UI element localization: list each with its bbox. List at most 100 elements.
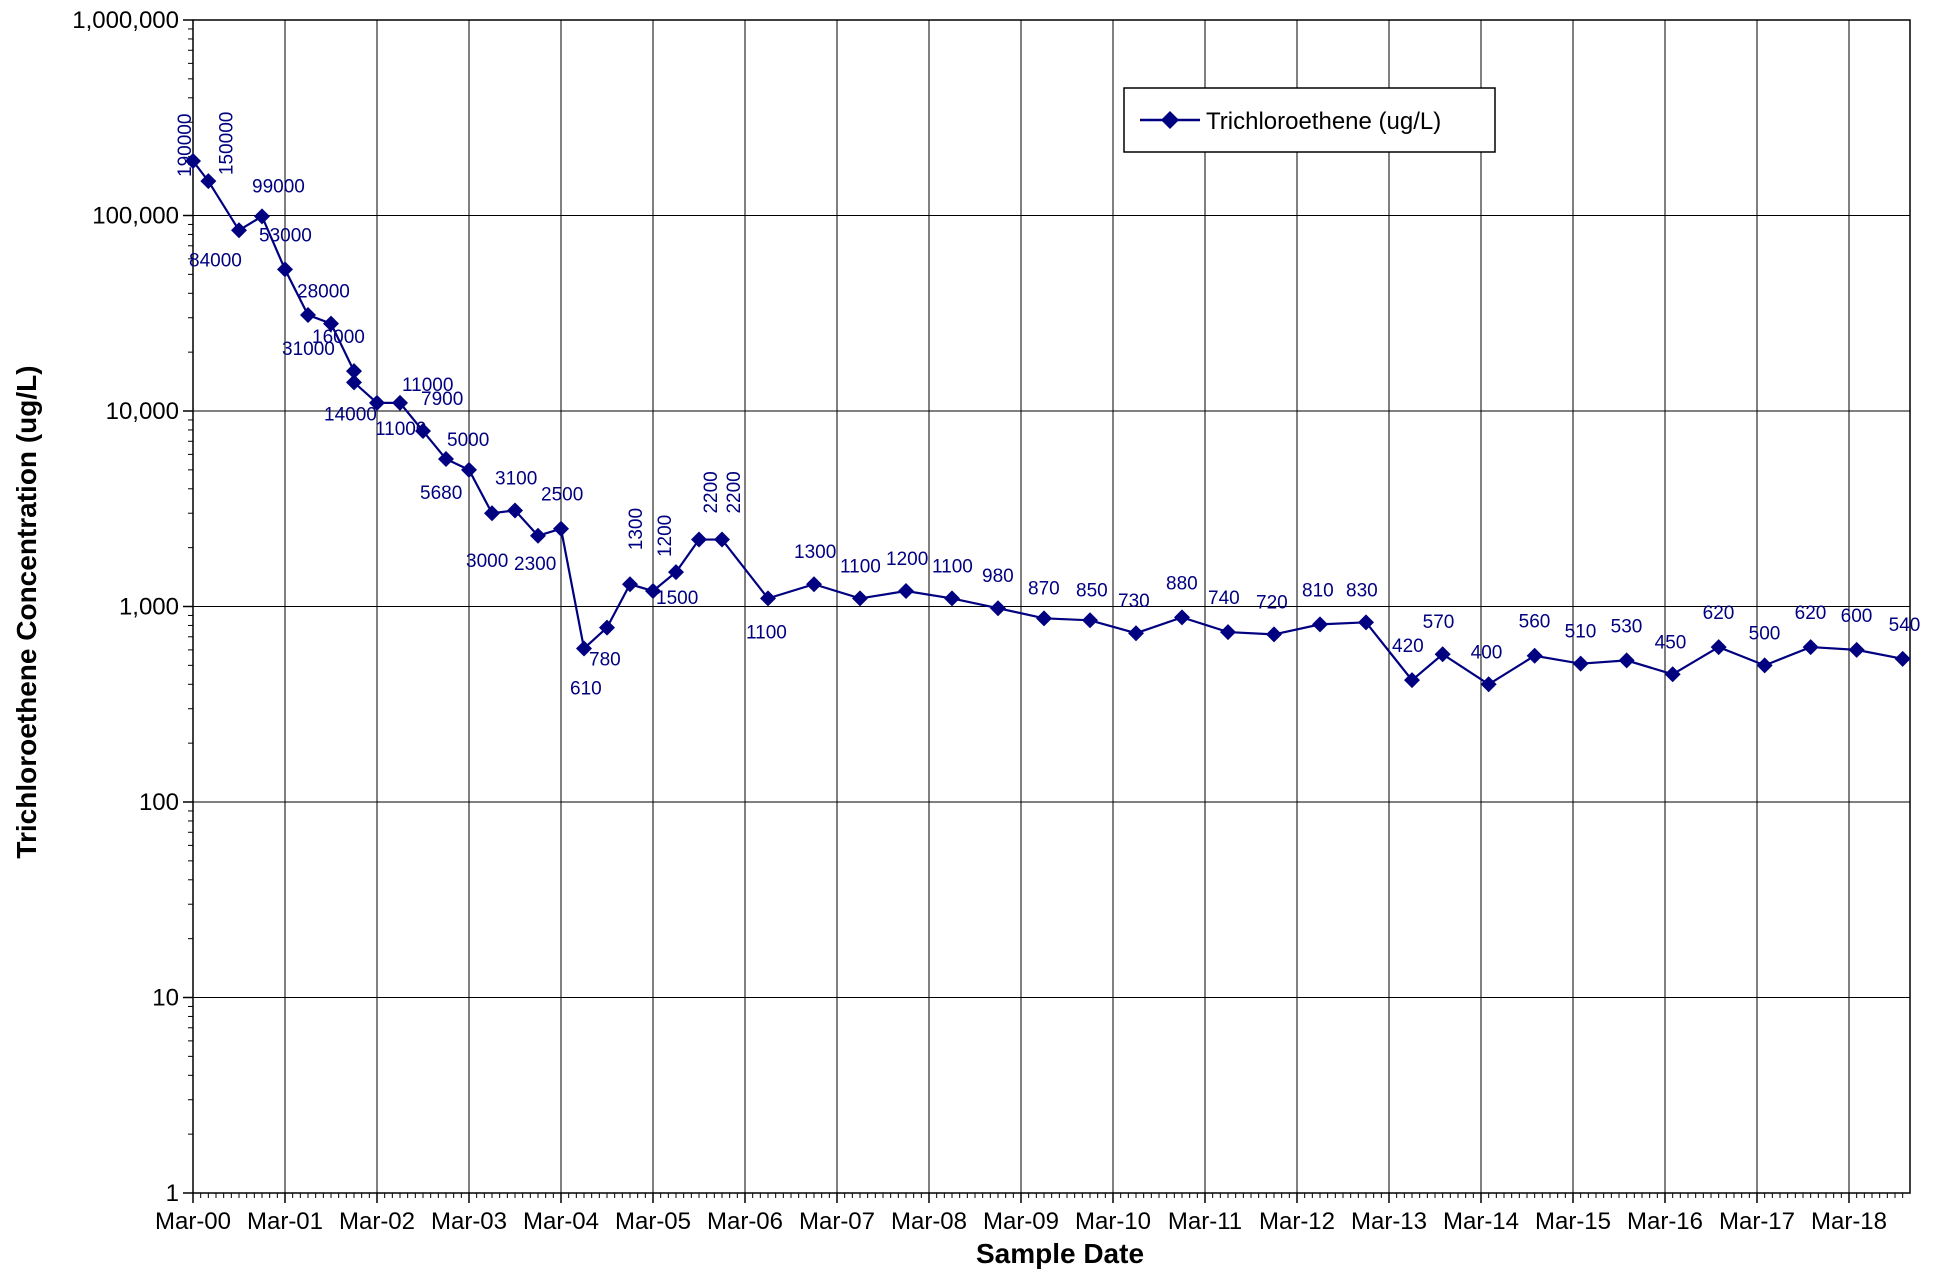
data-label: 1300 (794, 542, 836, 563)
x-tick-label: Mar-05 (615, 1208, 691, 1235)
data-point-marker (898, 583, 914, 600)
data-point-marker (576, 640, 592, 657)
data-label: 3000 (466, 551, 508, 572)
data-point-marker (1572, 655, 1589, 672)
data-point-marker (1618, 652, 1635, 669)
data-point-marker (760, 590, 776, 607)
data-point-marker (1894, 650, 1911, 667)
data-label: 84000 (189, 250, 242, 271)
data-labels: 190000 150000 84000 99000 53000 31000 28000 160… (175, 112, 1920, 700)
data-point-marker (1802, 639, 1819, 656)
y-tick-label: 100 (139, 789, 179, 816)
data-point-marker (185, 153, 201, 170)
data-label: 2200 (701, 471, 722, 513)
data-point-marker (507, 502, 523, 519)
data-label: 14000 (324, 404, 377, 425)
data-label: 5680 (420, 483, 462, 504)
x-tick-label: Mar-10 (1075, 1208, 1151, 1235)
data-label: 570 (1423, 612, 1455, 633)
y-axis-title: Trichloroethene Concentration (ug/L) (11, 365, 42, 858)
data-label: 450 (1655, 632, 1687, 653)
data-label: 880 (1166, 573, 1198, 594)
y-tick-label: 1,000 (119, 594, 179, 621)
data-label: 1200 (886, 549, 928, 570)
axes (183, 19, 1911, 1203)
data-point-marker (852, 590, 868, 607)
x-tick-label: Mar-06 (707, 1208, 783, 1235)
data-label: 420 (1392, 636, 1424, 657)
data-point-marker (1710, 639, 1727, 656)
data-point-marker (346, 374, 362, 391)
data-label: 28000 (297, 282, 350, 303)
data-point-marker (1312, 616, 1328, 633)
data-label: 870 (1028, 578, 1060, 599)
data-label: 11000 (375, 419, 426, 440)
data-point-marker (323, 315, 339, 332)
data-point-marker (438, 451, 454, 468)
data-point-marker (553, 520, 569, 537)
x-tick-label: Mar-12 (1259, 1208, 1335, 1235)
data-label: 530 (1611, 616, 1643, 637)
data-label: 53000 (259, 225, 312, 246)
data-label: 620 (1795, 603, 1827, 624)
data-label: 510 (1565, 622, 1597, 643)
data-label: 1500 (656, 588, 698, 609)
data-point-marker (714, 531, 730, 548)
data-point-marker (1220, 624, 1236, 641)
data-label: 980 (982, 566, 1014, 587)
gridlines (193, 19, 1910, 1193)
data-label: 720 (1256, 592, 1288, 613)
data-label: 5000 (447, 430, 489, 451)
data-point-marker (231, 222, 247, 239)
data-label: 560 (1519, 612, 1551, 633)
y-tick-label: 1 (166, 1180, 179, 1207)
plot-area-border (192, 19, 1911, 1194)
data-point-marker (346, 363, 362, 380)
data-point-marker (277, 261, 293, 278)
data-label: 190000 (175, 114, 196, 177)
data-label: 7900 (421, 389, 463, 410)
data-point-marker (300, 306, 316, 323)
data-point-marker (622, 576, 638, 593)
x-tick-label: Mar-01 (247, 1208, 323, 1235)
data-label: 600 (1841, 606, 1873, 627)
data-label: 2200 (724, 471, 745, 513)
x-tick-label: Mar-03 (431, 1208, 507, 1235)
data-point-marker (990, 600, 1006, 617)
x-tick-label: Mar-04 (523, 1208, 599, 1235)
data-label: 16000 (312, 327, 365, 348)
x-tick-label: Mar-18 (1811, 1208, 1887, 1235)
data-label: 1100 (746, 622, 787, 643)
x-tick-label: Mar-15 (1535, 1208, 1611, 1235)
y-tick-labels: 1 10 100 1,000 10,000 100,000 1,000,000 (72, 7, 179, 1207)
data-point-marker (599, 619, 615, 636)
data-point-marker (392, 394, 408, 411)
x-tick-label: Mar-02 (339, 1208, 415, 1235)
x-tick-label: Mar-16 (1627, 1208, 1703, 1235)
data-point-marker (530, 527, 546, 544)
legend: Trichloroethene (ug/L) (1123, 87, 1496, 153)
data-label: 1200 (655, 515, 676, 557)
x-tick-labels: Mar-00 Mar-01 Mar-02 Mar-03 Mar-04 Mar-05 Mar-… (155, 1208, 1887, 1235)
data-point-marker (691, 531, 707, 548)
data-label: 610 (570, 678, 602, 699)
data-label: 740 (1208, 588, 1240, 609)
x-tick-label: Mar-17 (1719, 1208, 1795, 1235)
x-tick-label: Mar-14 (1443, 1208, 1519, 1235)
data-point-marker (1358, 614, 1374, 631)
data-label: 1100 (840, 556, 881, 577)
data-label: 1100 (932, 556, 973, 577)
data-label: 540 (1889, 615, 1921, 636)
data-label: 2300 (514, 554, 556, 575)
y-tick-label: 10 (152, 985, 179, 1012)
data-point-marker (1082, 612, 1098, 629)
data-point-marker (806, 576, 822, 593)
data-point-marker (1128, 625, 1144, 642)
data-label: 1300 (626, 508, 647, 550)
x-tick-label: Mar-11 (1168, 1208, 1242, 1235)
x-axis-title: Sample Date (976, 1238, 1144, 1269)
data-label: 500 (1749, 623, 1781, 644)
data-label: 620 (1703, 603, 1735, 624)
data-point-marker (668, 564, 684, 581)
